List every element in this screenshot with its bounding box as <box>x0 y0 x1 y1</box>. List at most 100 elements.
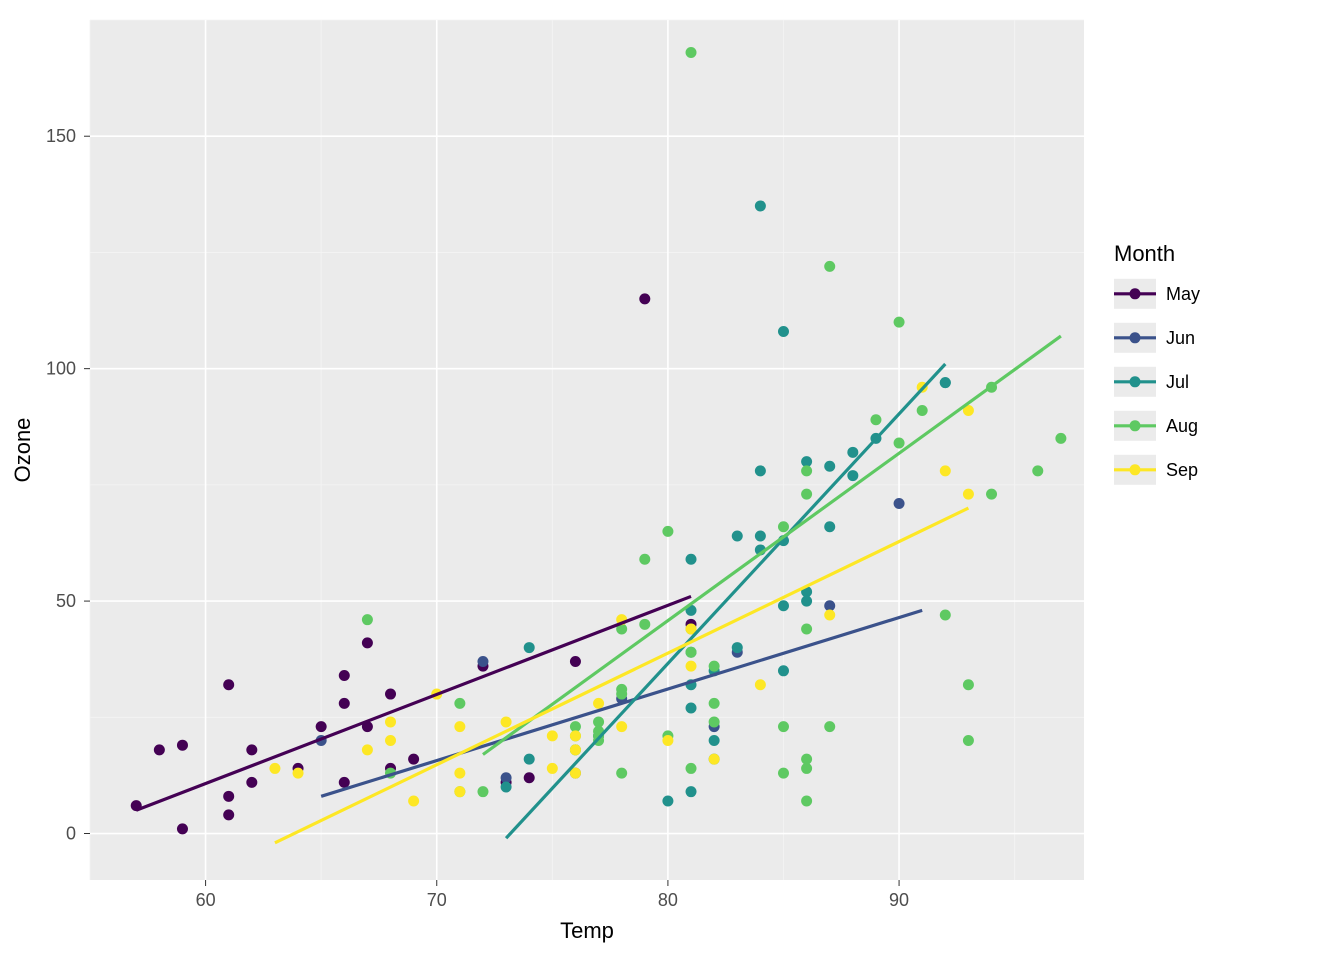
point <box>570 730 581 741</box>
point <box>709 661 720 672</box>
point <box>662 795 673 806</box>
point <box>686 647 697 658</box>
point <box>847 447 858 458</box>
point <box>801 623 812 634</box>
point <box>154 744 165 755</box>
legend-point-icon <box>1130 420 1141 431</box>
point <box>709 716 720 727</box>
point <box>824 461 835 472</box>
point <box>686 554 697 565</box>
point <box>223 809 234 820</box>
point <box>847 470 858 481</box>
point <box>269 763 280 774</box>
point <box>894 438 905 449</box>
x-tick-label: 90 <box>889 890 909 910</box>
point <box>778 768 789 779</box>
point <box>824 261 835 272</box>
point <box>501 782 512 793</box>
point <box>801 489 812 500</box>
point <box>894 317 905 328</box>
point <box>1032 465 1043 476</box>
point <box>755 531 766 542</box>
legend-label: Aug <box>1166 416 1198 436</box>
chart-container: 60708090050100150TempOzoneMonthMayJunJul… <box>0 0 1344 960</box>
point <box>824 721 835 732</box>
point <box>917 405 928 416</box>
point <box>894 498 905 509</box>
legend-point-icon <box>1130 288 1141 299</box>
point <box>477 656 488 667</box>
legend-point-icon <box>1130 464 1141 475</box>
point <box>963 679 974 690</box>
legend-label: Sep <box>1166 460 1198 480</box>
point <box>547 763 558 774</box>
point <box>408 754 419 765</box>
point <box>385 716 396 727</box>
point <box>1055 433 1066 444</box>
point <box>477 786 488 797</box>
point <box>732 531 743 542</box>
point <box>801 465 812 476</box>
point <box>362 614 373 625</box>
point <box>778 326 789 337</box>
point <box>223 791 234 802</box>
point <box>385 735 396 746</box>
point <box>940 377 951 388</box>
point <box>501 716 512 727</box>
point <box>362 637 373 648</box>
point <box>616 689 627 700</box>
x-axis-label: Temp <box>560 918 614 943</box>
point <box>755 679 766 690</box>
point <box>408 795 419 806</box>
point <box>593 698 604 709</box>
point <box>778 665 789 676</box>
point <box>686 47 697 58</box>
point <box>339 670 350 681</box>
point <box>316 721 327 732</box>
point <box>963 735 974 746</box>
scatter-regression-chart: 60708090050100150TempOzoneMonthMayJunJul… <box>0 0 1344 960</box>
point <box>686 786 697 797</box>
point <box>293 768 304 779</box>
point <box>986 489 997 500</box>
legend-label: May <box>1166 284 1200 304</box>
point <box>778 521 789 532</box>
point <box>686 703 697 714</box>
point <box>801 763 812 774</box>
y-axis-label: Ozone <box>10 418 35 483</box>
point <box>662 526 673 537</box>
point <box>824 521 835 532</box>
x-tick-label: 80 <box>658 890 678 910</box>
point <box>454 698 465 709</box>
point <box>524 772 535 783</box>
point <box>709 698 720 709</box>
point <box>177 823 188 834</box>
x-tick-label: 70 <box>427 890 447 910</box>
point <box>385 689 396 700</box>
point <box>709 754 720 765</box>
legend-point-icon <box>1130 376 1141 387</box>
point <box>362 744 373 755</box>
point <box>246 777 257 788</box>
y-tick-label: 100 <box>46 359 76 379</box>
point <box>778 721 789 732</box>
point <box>454 786 465 797</box>
legend-label: Jul <box>1166 372 1189 392</box>
point <box>639 554 650 565</box>
point <box>454 721 465 732</box>
point <box>177 740 188 751</box>
point <box>686 661 697 672</box>
point <box>778 600 789 611</box>
point <box>732 642 743 653</box>
point <box>570 744 581 755</box>
point <box>639 619 650 630</box>
point <box>870 414 881 425</box>
point <box>755 200 766 211</box>
point <box>940 465 951 476</box>
legend-title: Month <box>1114 241 1175 266</box>
x-tick-label: 60 <box>196 890 216 910</box>
point <box>339 777 350 788</box>
point <box>639 293 650 304</box>
point <box>570 656 581 667</box>
point <box>686 763 697 774</box>
